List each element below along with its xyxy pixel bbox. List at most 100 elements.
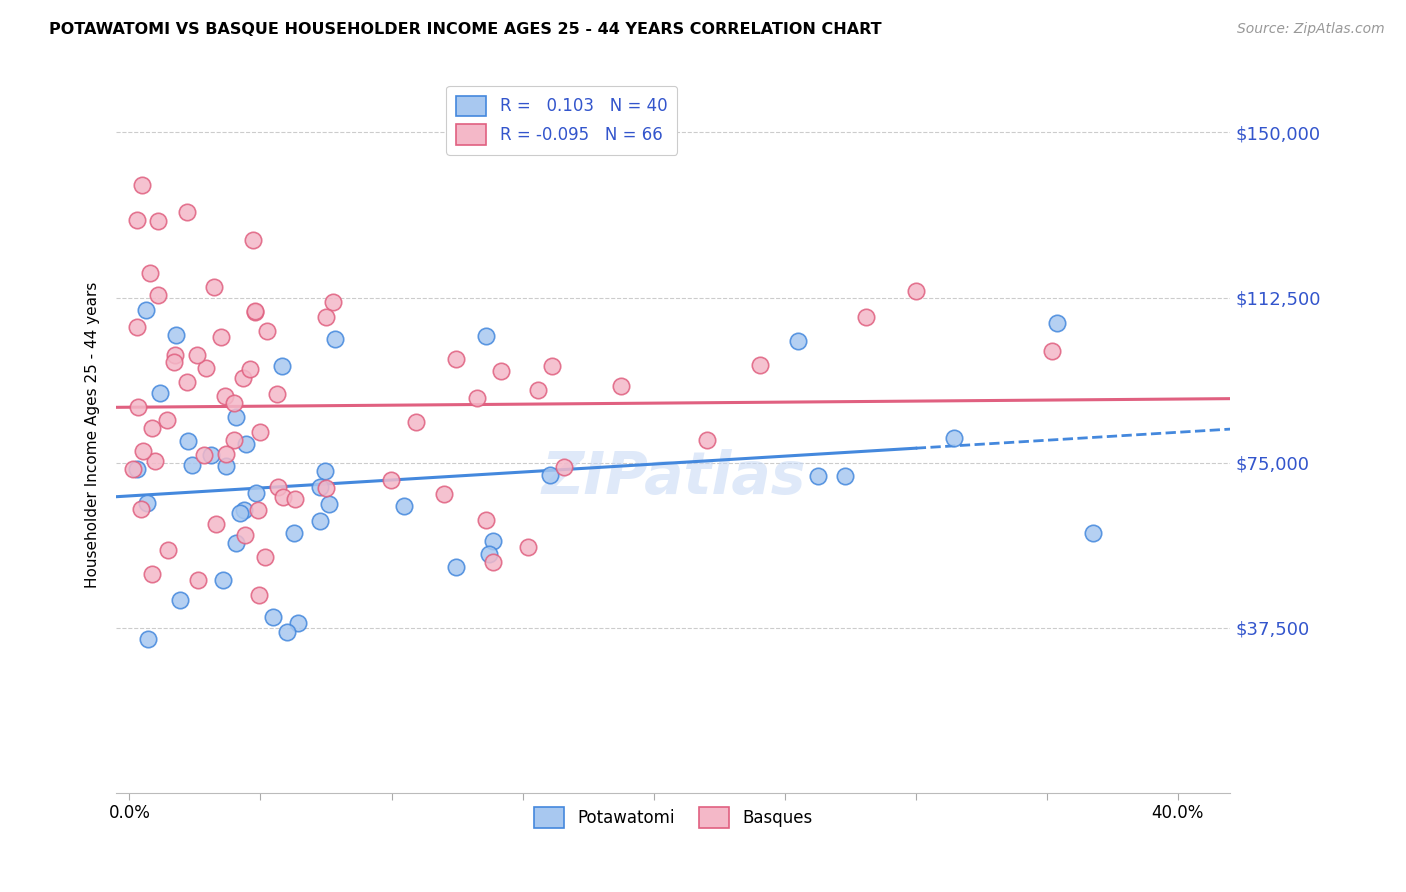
Point xyxy=(135,303,157,318)
Point xyxy=(253,549,276,564)
Point xyxy=(256,324,278,338)
Point xyxy=(141,421,163,435)
Point xyxy=(245,305,267,319)
Point xyxy=(143,453,166,467)
Point xyxy=(309,514,332,528)
Point xyxy=(194,361,217,376)
Point xyxy=(180,458,202,472)
Text: ZIPatlas: ZIPatlas xyxy=(541,450,806,507)
Point xyxy=(270,359,292,373)
Point xyxy=(323,332,346,346)
Point xyxy=(193,448,215,462)
Point xyxy=(246,503,269,517)
Point xyxy=(517,540,540,554)
Point xyxy=(392,499,415,513)
Point xyxy=(748,359,770,373)
Point xyxy=(314,464,336,478)
Point xyxy=(176,375,198,389)
Point xyxy=(135,496,157,510)
Point xyxy=(127,401,149,415)
Point xyxy=(215,447,238,461)
Text: POTAWATOMI VS BASQUE HOUSEHOLDER INCOME AGES 25 - 44 YEARS CORRELATION CHART: POTAWATOMI VS BASQUE HOUSEHOLDER INCOME … xyxy=(49,22,882,37)
Point xyxy=(309,480,332,494)
Point xyxy=(127,462,149,476)
Text: Source: ZipAtlas.com: Source: ZipAtlas.com xyxy=(1237,22,1385,37)
Point xyxy=(249,425,271,440)
Point xyxy=(232,502,254,516)
Point xyxy=(222,396,245,410)
Point xyxy=(222,433,245,447)
Point xyxy=(122,461,145,475)
Point xyxy=(245,303,267,318)
Point xyxy=(318,496,340,510)
Point xyxy=(163,355,186,369)
Point xyxy=(787,334,810,348)
Point xyxy=(696,433,718,447)
Point xyxy=(235,436,257,450)
Point xyxy=(482,555,505,569)
Point xyxy=(209,329,232,343)
Point xyxy=(271,490,294,504)
Point xyxy=(482,533,505,548)
Point xyxy=(204,517,226,532)
Point xyxy=(465,391,488,405)
Point xyxy=(233,527,256,541)
Point xyxy=(211,573,233,587)
Point xyxy=(834,469,856,483)
Point xyxy=(322,294,344,309)
Point xyxy=(262,610,284,624)
Point xyxy=(156,543,179,558)
Point xyxy=(284,491,307,506)
Point xyxy=(242,233,264,247)
Point xyxy=(129,501,152,516)
Legend: Potawatomi, Basques: Potawatomi, Basques xyxy=(527,801,820,834)
Point xyxy=(526,383,548,397)
Point xyxy=(176,204,198,219)
Point xyxy=(132,443,155,458)
Point xyxy=(478,547,501,561)
Point xyxy=(475,329,498,343)
Point xyxy=(214,458,236,473)
Point xyxy=(136,632,159,646)
Point xyxy=(475,513,498,527)
Point xyxy=(446,351,468,366)
Point xyxy=(553,459,575,474)
Point xyxy=(432,487,454,501)
Point xyxy=(1081,525,1104,540)
Point xyxy=(202,280,225,294)
Point xyxy=(239,362,262,376)
Point xyxy=(165,328,187,343)
Point xyxy=(186,348,208,362)
Point xyxy=(489,364,512,378)
Point xyxy=(266,479,288,493)
Point xyxy=(187,574,209,588)
Y-axis label: Householder Income Ages 25 - 44 years: Householder Income Ages 25 - 44 years xyxy=(86,282,100,588)
Point xyxy=(169,593,191,607)
Point xyxy=(405,415,427,429)
Point xyxy=(541,359,564,373)
Point xyxy=(266,387,288,401)
Point xyxy=(176,434,198,449)
Point xyxy=(200,448,222,462)
Point xyxy=(807,469,830,483)
Point xyxy=(156,413,179,427)
Point xyxy=(444,560,467,574)
Point xyxy=(276,625,298,640)
Point xyxy=(904,284,927,298)
Point xyxy=(315,310,337,324)
Point xyxy=(139,266,162,280)
Point xyxy=(1040,343,1063,358)
Point xyxy=(245,486,267,500)
Point xyxy=(942,431,965,445)
Point xyxy=(127,319,149,334)
Point xyxy=(609,379,631,393)
Point xyxy=(127,213,149,227)
Point xyxy=(214,389,236,403)
Point xyxy=(538,468,561,483)
Point xyxy=(148,288,170,302)
Point xyxy=(229,506,252,520)
Point xyxy=(225,410,247,425)
Point xyxy=(232,370,254,384)
Point xyxy=(146,214,169,228)
Point xyxy=(247,588,270,602)
